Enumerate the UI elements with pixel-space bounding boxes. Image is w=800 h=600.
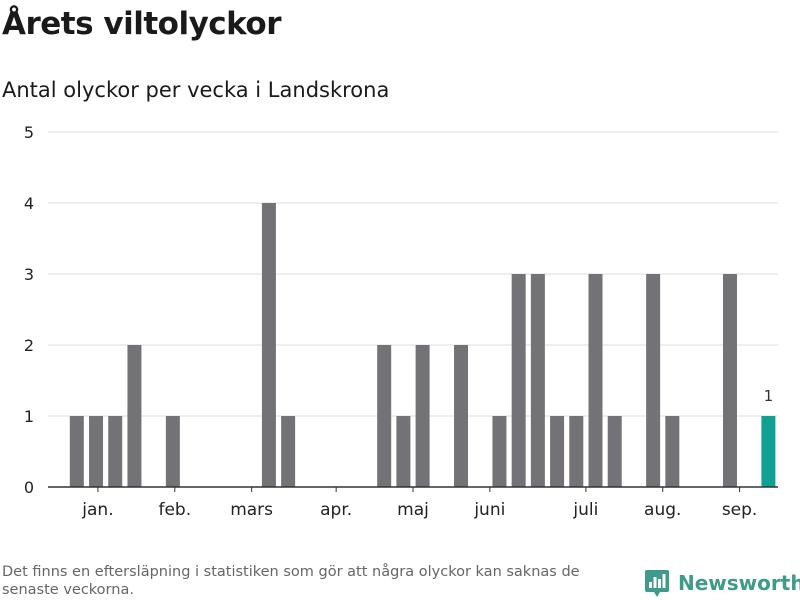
x-tick-label: juli (572, 500, 598, 520)
y-tick-label: 5 (24, 123, 34, 142)
y-tick-label: 2 (24, 336, 34, 355)
y-tick-label: 0 (24, 478, 34, 497)
footnote: Det finns en eftersläpning i statistiken… (2, 564, 580, 598)
x-tick-label: feb. (158, 500, 191, 520)
brand[interactable]: Newsworthy (644, 568, 800, 598)
brand-name: Newsworthy (678, 571, 800, 595)
bar (492, 416, 507, 487)
x-tick-label: maj (397, 500, 429, 520)
newsworthy-logo-icon (645, 570, 669, 597)
bar (377, 345, 392, 487)
chart-subtitle: Antal olyckor per vecka i Landskrona (2, 78, 390, 102)
bar (89, 416, 104, 487)
x-tick-label: jan. (81, 500, 113, 520)
bar (646, 274, 661, 487)
x-tick-label: apr. (320, 500, 352, 520)
bar (261, 203, 276, 487)
bar (607, 416, 622, 487)
x-tick-label: juni (473, 500, 505, 520)
bar (511, 274, 526, 487)
bar (127, 345, 142, 487)
bar-highlight (761, 416, 776, 487)
bar (165, 416, 180, 487)
x-tick-label: mars (230, 500, 273, 520)
y-tick-label: 1 (24, 407, 34, 426)
data-label: 1 (764, 387, 774, 405)
bar (550, 416, 565, 487)
bar (108, 416, 123, 487)
bar (281, 416, 296, 487)
bar (665, 416, 680, 487)
x-tick-label: aug. (644, 500, 681, 520)
bar (569, 416, 584, 487)
bar (722, 274, 737, 487)
bar (415, 345, 430, 487)
chart-title: Årets viltolyckor (2, 6, 282, 42)
bar (588, 274, 603, 487)
y-tick-label: 3 (24, 265, 34, 284)
bar (69, 416, 84, 487)
bar-chart: 0 1 2 3 4 5 1 jan. feb. mars apr. maj juni juli aug. se… (24, 123, 778, 520)
y-tick-label: 4 (24, 194, 34, 213)
bar (454, 345, 469, 487)
bar (530, 274, 545, 487)
x-tick-label: sep. (722, 500, 758, 520)
bar (396, 416, 411, 487)
